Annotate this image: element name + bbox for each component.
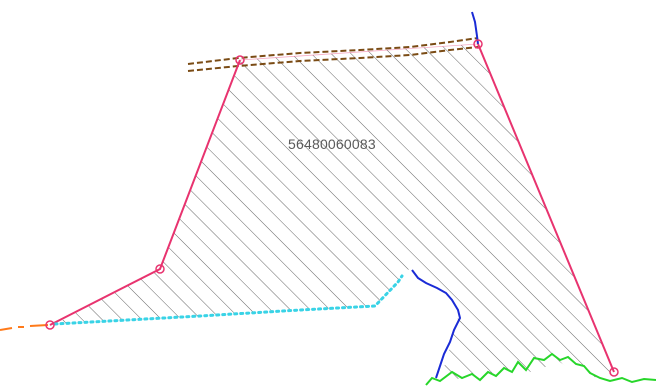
- parcel-boundary-west[interactable]: [49, 59, 241, 326]
- road-line-upper: [187, 37, 479, 65]
- vertex-marker[interactable]: [155, 264, 165, 274]
- parcel-hatched-area[interactable]: [55, 44, 614, 380]
- dashdot-boundary: [0, 324, 49, 331]
- parcel-boundary-top[interactable]: [239, 43, 479, 61]
- vertex-marker[interactable]: [45, 320, 55, 330]
- parcel-id-label: 56480060083: [288, 136, 376, 152]
- vertex-marker[interactable]: [235, 55, 245, 65]
- parcel-boundary-east[interactable]: [477, 43, 615, 373]
- vertex-marker[interactable]: [609, 367, 619, 377]
- stream-line-bottom: [411, 269, 462, 379]
- vegetation-boundary: [425, 352, 656, 386]
- dotted-boundary: [53, 274, 404, 326]
- vertex-marker[interactable]: [473, 39, 483, 49]
